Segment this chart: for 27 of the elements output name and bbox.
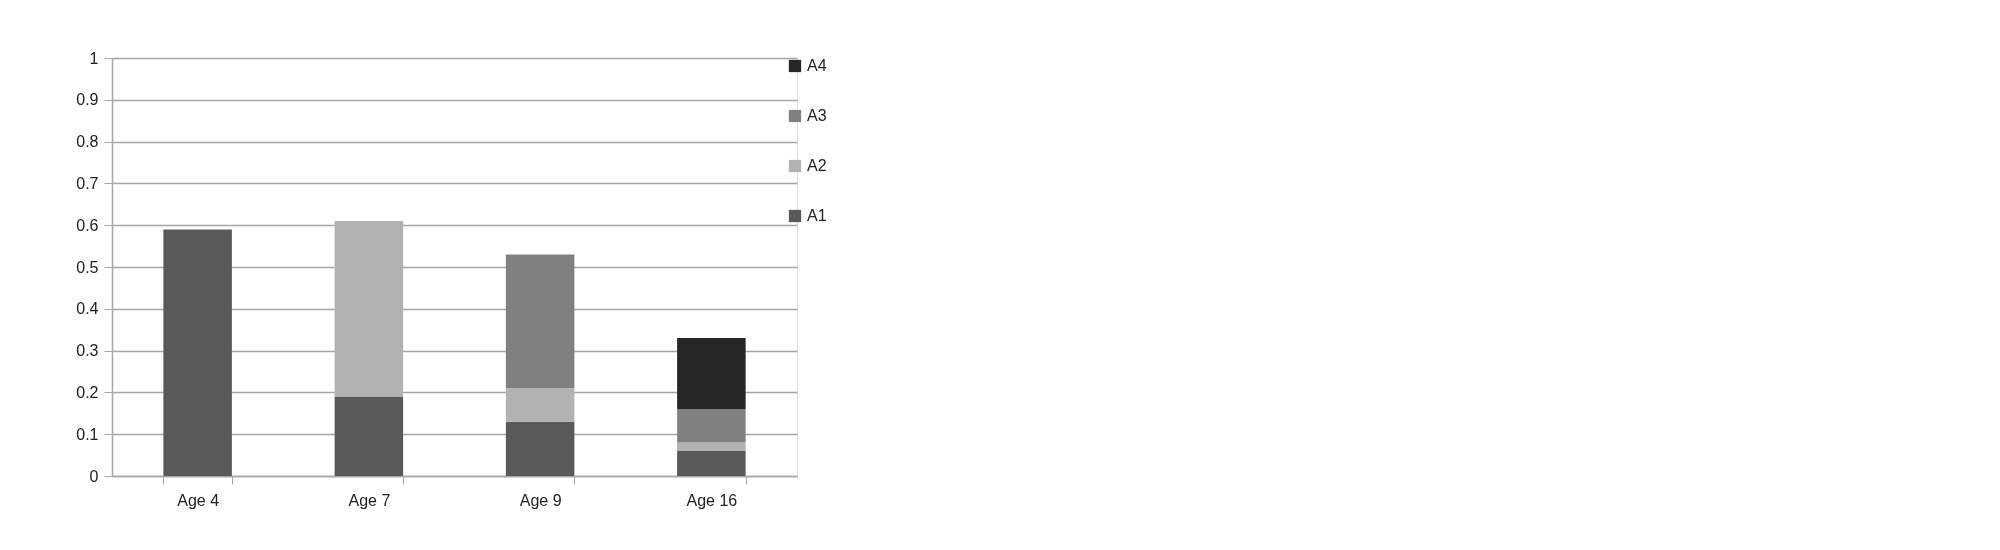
y-tick-label: 0.8 (76, 133, 99, 151)
y-tick-label: 0.5 (76, 258, 99, 276)
x-tick-label: Age 9 (519, 491, 562, 509)
x-tick-label: Age 4 (177, 491, 220, 509)
bar (677, 338, 746, 410)
y-tick-label: 0.3 (76, 342, 99, 360)
y-tick-label: 0.4 (76, 300, 99, 318)
y-tick-label: 0.7 (76, 174, 99, 192)
y-tick-label: 0.6 (76, 216, 99, 234)
y-tick-label: 0.2 (76, 383, 99, 401)
legend-label: A4 (807, 57, 827, 74)
bar (334, 396, 404, 476)
legend-label: A3 (807, 107, 827, 124)
bar (677, 450, 746, 476)
bar (505, 421, 575, 476)
legend-label: A2 (807, 157, 827, 174)
y-tick-label: 0.9 (76, 91, 99, 109)
y-tick-label: 1 (89, 49, 99, 67)
bar (677, 409, 746, 443)
y-tick-label: 0.1 (76, 425, 99, 443)
bar (677, 442, 746, 451)
x-tick-label: Age 7 (348, 491, 391, 509)
y-tick-label: 0 (89, 467, 99, 485)
bar (163, 229, 232, 476)
legend-label: A1 (807, 207, 827, 224)
bar (505, 254, 575, 389)
x-tick-label: Age 16 (686, 491, 738, 509)
